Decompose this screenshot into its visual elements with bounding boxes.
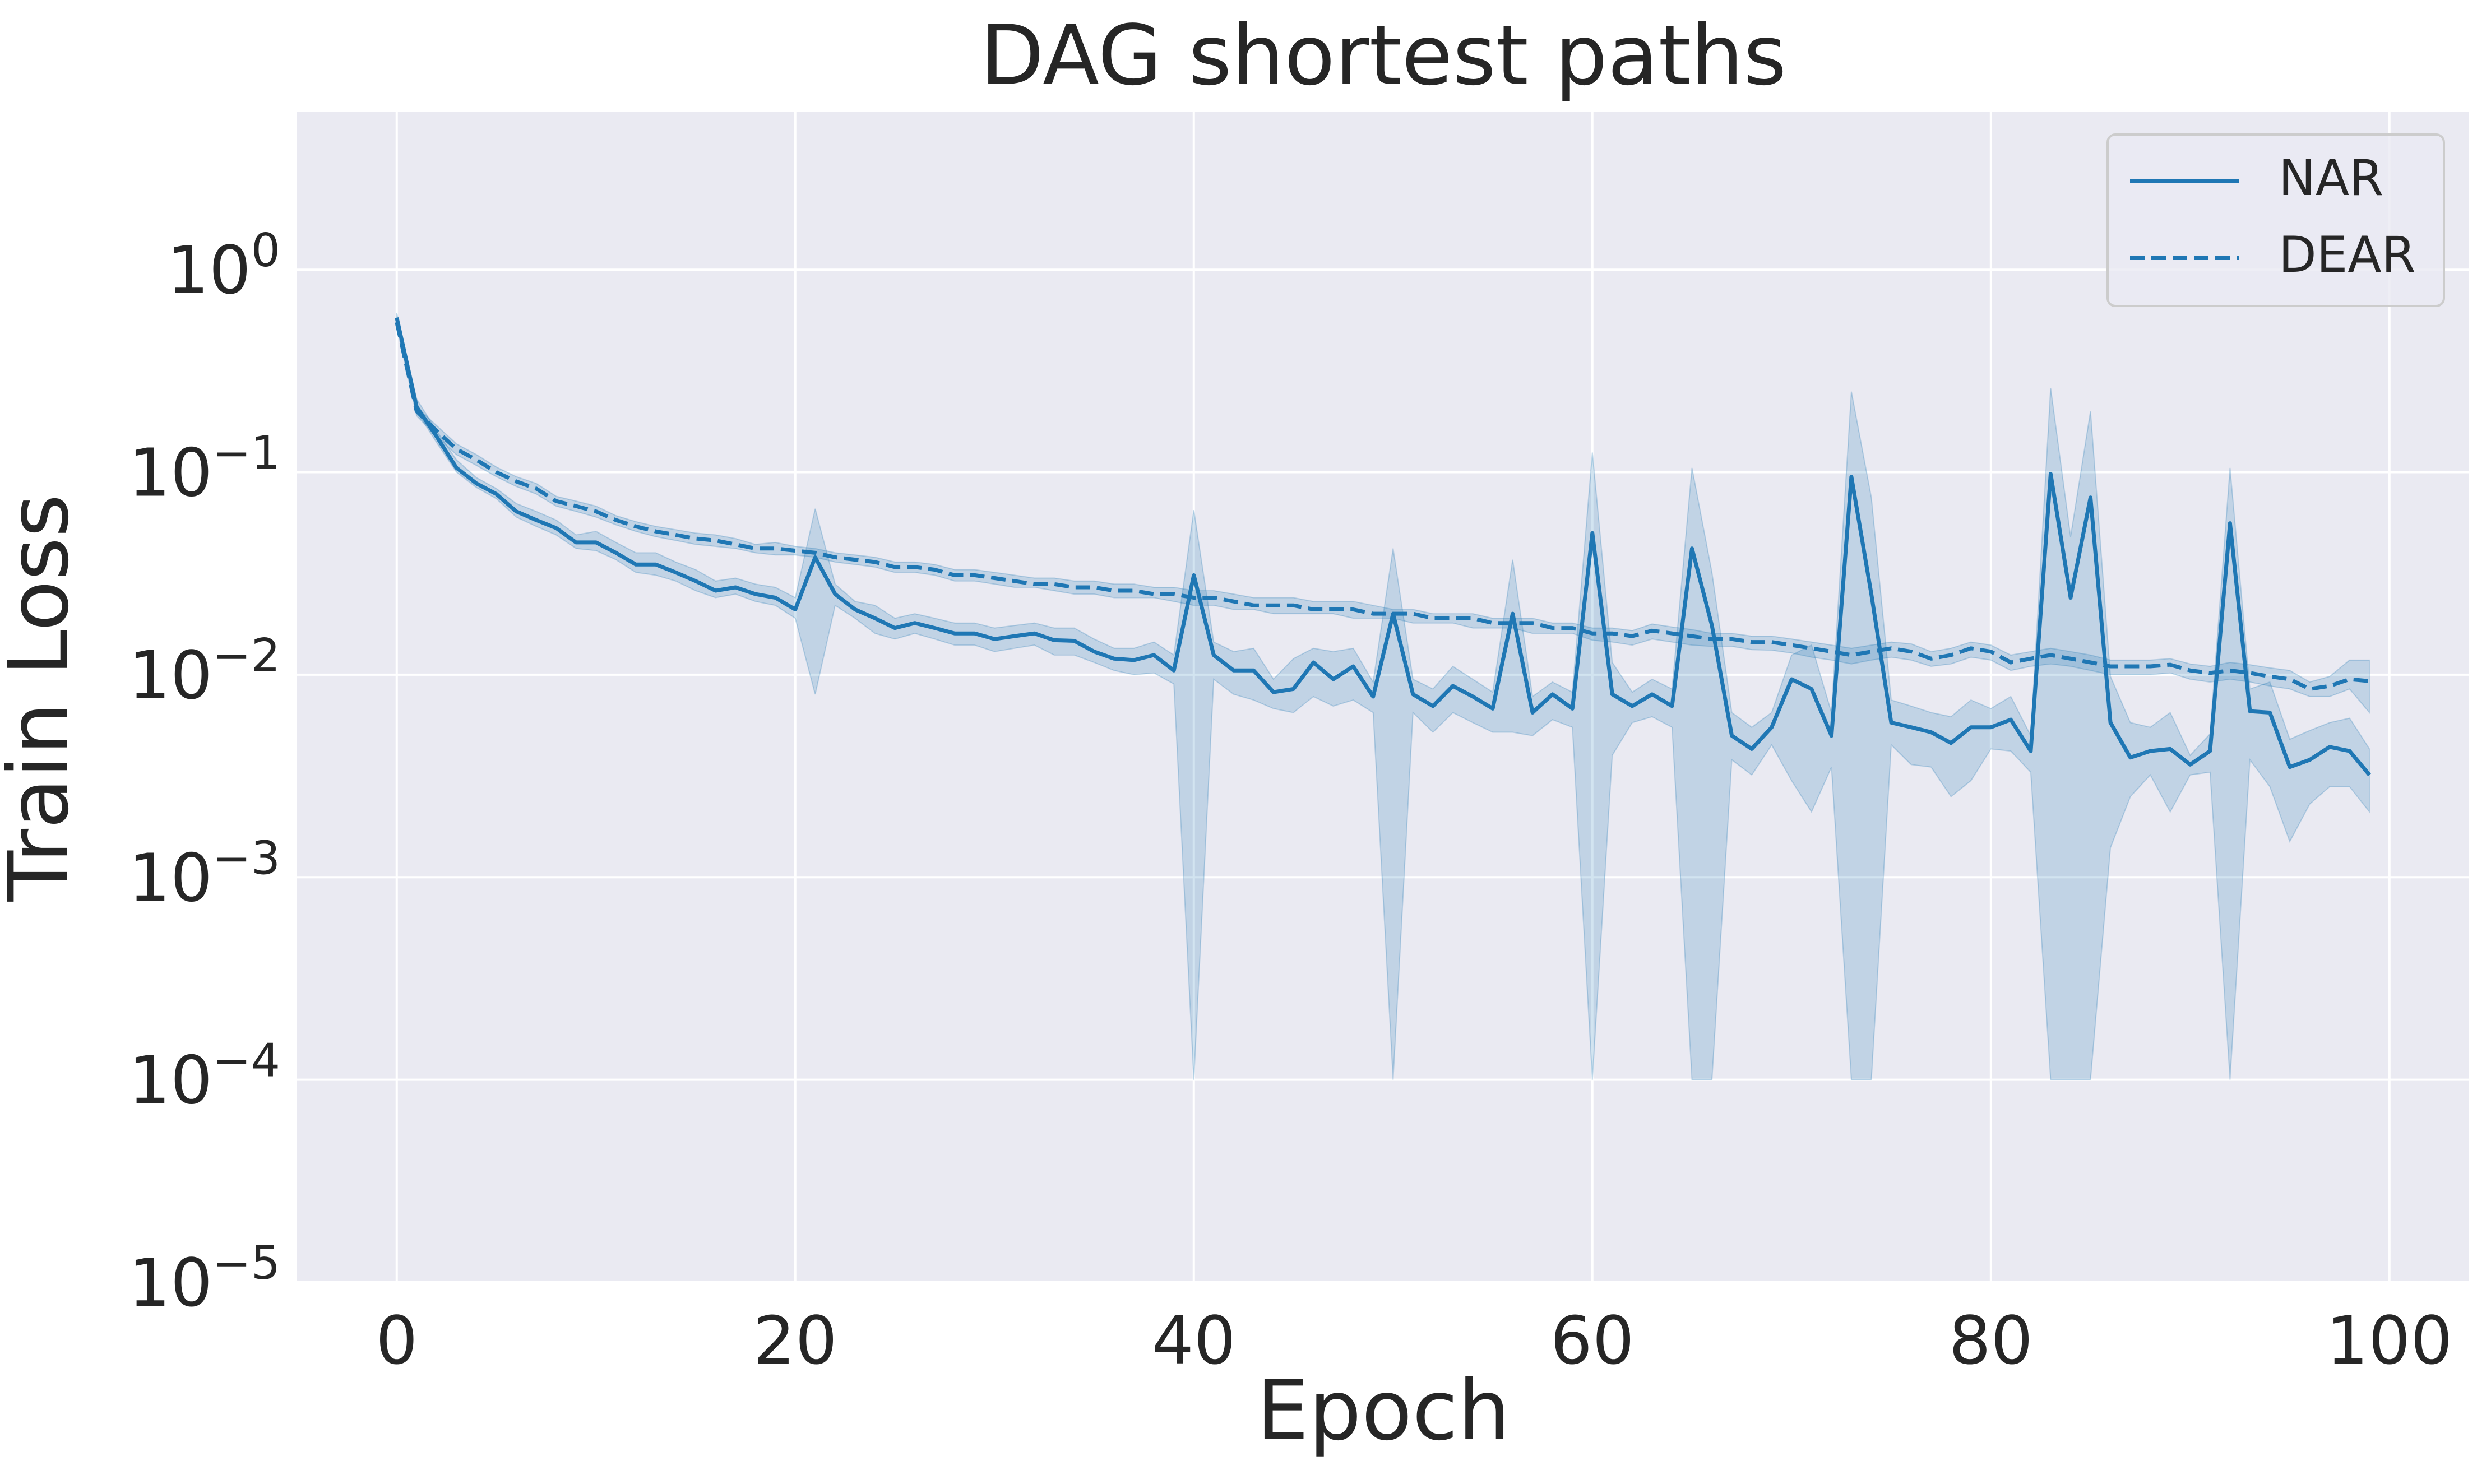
y-tick-label: 10−5 bbox=[128, 1237, 280, 1321]
line-dear bbox=[395, 322, 2370, 691]
tick-labels: 0 20 40 60 80 100 100 10−1 10−2 10−3 10−4 10−5 bbox=[128, 224, 2452, 1379]
series-lines bbox=[395, 317, 2371, 776]
y-axis-label: Train Loss bbox=[0, 494, 87, 902]
x-tick-label: 100 bbox=[2326, 1302, 2452, 1379]
x-tick-label: 80 bbox=[1949, 1302, 2033, 1379]
y-tick-label: 10−2 bbox=[128, 629, 280, 714]
band-dear bbox=[396, 317, 2370, 715]
confidence-bands bbox=[396, 313, 2370, 1080]
legend-box bbox=[2106, 133, 2445, 307]
legend-label-nar: NAR bbox=[2279, 149, 2383, 207]
y-tick-label: 10−1 bbox=[128, 427, 280, 512]
legend: NAR DEAR bbox=[2106, 133, 2445, 307]
legend-label-dear: DEAR bbox=[2279, 226, 2416, 284]
x-tick-label: 40 bbox=[1152, 1302, 1236, 1379]
x-tick-label: 60 bbox=[1550, 1302, 1635, 1379]
x-tick-label: 20 bbox=[753, 1302, 837, 1379]
x-tick-label: 0 bbox=[376, 1302, 418, 1379]
y-tick-label: 10−4 bbox=[128, 1035, 280, 1119]
x-axis-label: Epoch bbox=[1256, 1362, 1510, 1459]
band-nar bbox=[396, 313, 2370, 1080]
chart-title: DAG shortest paths bbox=[980, 7, 1787, 104]
y-tick-label: 100 bbox=[167, 224, 280, 309]
y-tick-label: 10−3 bbox=[128, 832, 280, 916]
line-nar bbox=[395, 317, 2371, 776]
